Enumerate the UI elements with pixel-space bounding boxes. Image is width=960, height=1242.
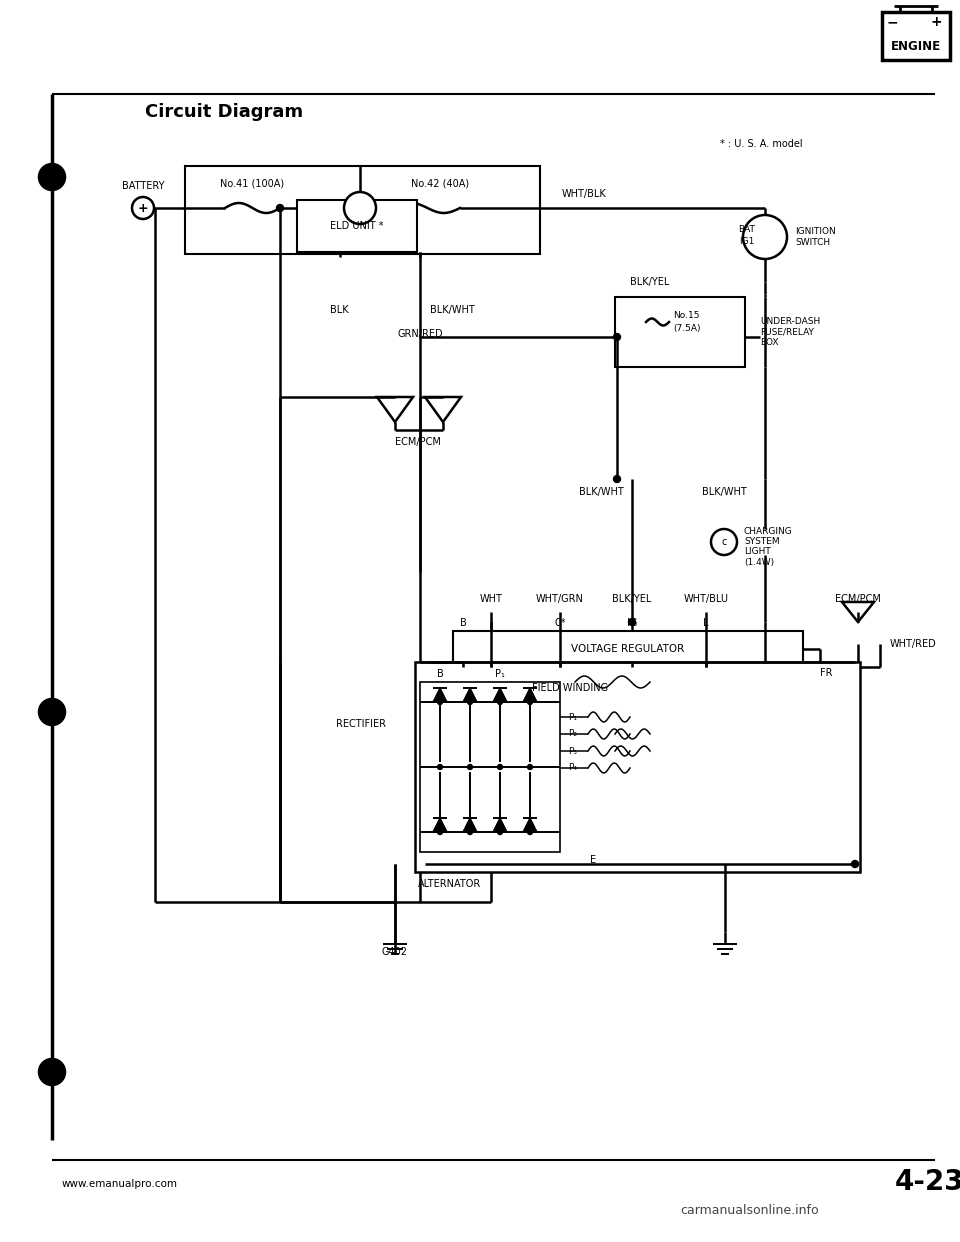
Text: WHT: WHT — [480, 594, 502, 604]
Bar — [297, 200, 417, 252]
Text: WHT/BLK: WHT/BLK — [562, 189, 607, 199]
Circle shape — [468, 830, 472, 835]
Text: IG1: IG1 — [739, 237, 755, 246]
Text: No.15: No.15 — [673, 310, 700, 319]
Text: P₄: P₄ — [568, 764, 577, 773]
Circle shape — [132, 197, 154, 219]
Text: WHT/GRN: WHT/GRN — [536, 594, 584, 604]
Bar — [415, 662, 860, 872]
Text: BLK/WHT: BLK/WHT — [430, 306, 475, 315]
Polygon shape — [463, 688, 477, 702]
Circle shape — [438, 765, 443, 770]
Text: E: E — [590, 854, 596, 864]
Bar — [420, 682, 560, 852]
Text: P₂: P₂ — [568, 729, 577, 739]
Circle shape — [468, 699, 472, 704]
Text: No.42 (40A): No.42 (40A) — [411, 178, 469, 188]
Circle shape — [468, 765, 472, 770]
Circle shape — [629, 619, 636, 626]
Polygon shape — [493, 818, 507, 832]
Text: WHT/BLU: WHT/BLU — [684, 594, 729, 604]
Text: (1.4W): (1.4W) — [744, 558, 774, 566]
Text: P₃: P₃ — [568, 746, 577, 755]
Text: No.41 (100A): No.41 (100A) — [220, 178, 284, 188]
Bar — [185, 166, 540, 255]
Circle shape — [438, 830, 443, 835]
Circle shape — [39, 1059, 65, 1086]
Text: carmanualsonline.info: carmanualsonline.info — [680, 1203, 819, 1216]
Circle shape — [613, 334, 620, 340]
Bar — [453, 631, 803, 667]
Circle shape — [613, 476, 620, 482]
Circle shape — [527, 830, 533, 835]
Text: −: − — [887, 15, 899, 29]
Text: SYSTEM: SYSTEM — [744, 538, 780, 546]
Text: VOLTAGE REGULATOR: VOLTAGE REGULATOR — [571, 645, 684, 655]
Polygon shape — [493, 688, 507, 702]
Text: GRN/RED: GRN/RED — [398, 329, 444, 339]
Text: c: c — [721, 537, 727, 546]
Circle shape — [497, 699, 502, 704]
Text: BLK/WHT: BLK/WHT — [579, 487, 623, 497]
Text: IGNITION
SWITCH: IGNITION SWITCH — [795, 227, 836, 247]
Text: BLK/YEL: BLK/YEL — [630, 277, 669, 287]
Text: FR: FR — [820, 668, 832, 678]
Text: ENGINE: ENGINE — [891, 40, 941, 52]
Text: BLK/WHT: BLK/WHT — [702, 487, 746, 497]
Text: B: B — [437, 669, 444, 679]
Text: (7.5A): (7.5A) — [673, 323, 701, 333]
Text: +: + — [137, 201, 148, 215]
Text: BLK/YEL: BLK/YEL — [612, 594, 652, 604]
Text: Circuit Diagram: Circuit Diagram — [145, 103, 303, 120]
Text: ECM/PCM: ECM/PCM — [396, 437, 441, 447]
Polygon shape — [433, 688, 447, 702]
Text: RECTIFIER: RECTIFIER — [336, 719, 386, 729]
Text: P₁: P₁ — [495, 669, 505, 679]
Text: CHARGING: CHARGING — [744, 528, 793, 537]
Text: G402: G402 — [382, 946, 408, 958]
Text: ECM/PCM: ECM/PCM — [835, 594, 881, 604]
Text: * : U. S. A. model: * : U. S. A. model — [720, 139, 803, 149]
Circle shape — [438, 699, 443, 704]
Bar — [615, 297, 745, 366]
Circle shape — [743, 215, 787, 260]
Text: L: L — [704, 619, 708, 628]
Circle shape — [497, 830, 502, 835]
Text: LIGHT: LIGHT — [744, 548, 771, 556]
Text: ELD UNIT *: ELD UNIT * — [330, 221, 384, 231]
Polygon shape — [463, 818, 477, 832]
Circle shape — [527, 765, 533, 770]
Text: www.emanualpro.com: www.emanualpro.com — [62, 1179, 178, 1189]
Bar — [882, 12, 950, 60]
Text: UNDER-DASH
FUSE/RELAY
BOX: UNDER-DASH FUSE/RELAY BOX — [760, 317, 820, 347]
Circle shape — [39, 164, 65, 190]
Circle shape — [711, 529, 737, 555]
Circle shape — [344, 193, 376, 224]
Text: P₁: P₁ — [568, 713, 577, 722]
Text: FIELD WINDING: FIELD WINDING — [532, 683, 608, 693]
Circle shape — [527, 699, 533, 704]
Circle shape — [497, 765, 502, 770]
Polygon shape — [523, 818, 537, 832]
Circle shape — [39, 699, 65, 725]
Text: B: B — [460, 619, 467, 628]
Text: BAT: BAT — [738, 225, 755, 233]
Text: BLK: BLK — [330, 306, 348, 315]
Text: ALTERNATOR: ALTERNATOR — [418, 879, 481, 889]
Polygon shape — [433, 818, 447, 832]
Text: 4-23: 4-23 — [895, 1167, 960, 1196]
Circle shape — [852, 861, 858, 867]
Text: WHT/RED: WHT/RED — [890, 638, 937, 650]
Text: +: + — [930, 15, 942, 29]
Polygon shape — [523, 688, 537, 702]
Circle shape — [276, 205, 283, 211]
Text: BATTERY: BATTERY — [122, 181, 164, 191]
Text: IG: IG — [627, 619, 637, 628]
Text: C*: C* — [554, 619, 565, 628]
